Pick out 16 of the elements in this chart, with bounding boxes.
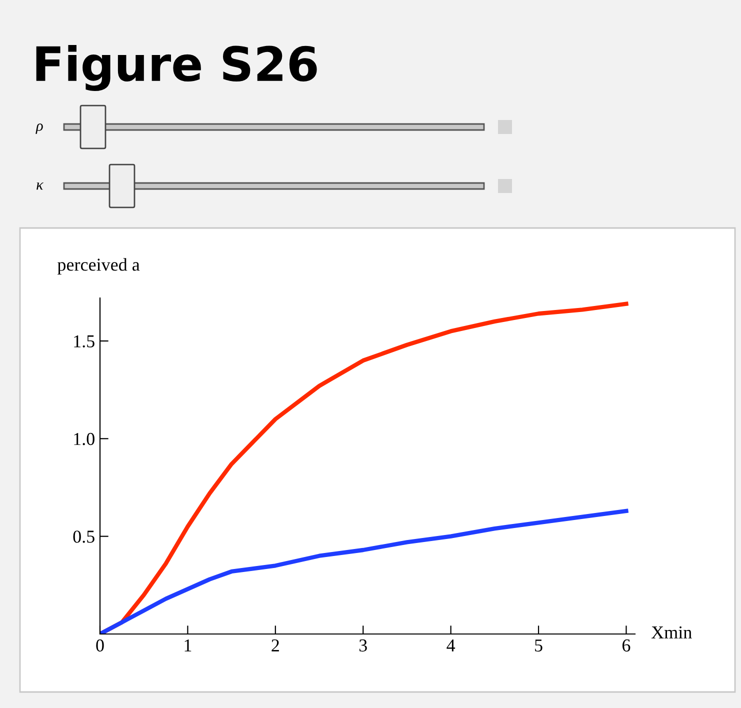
x-axis-title: Xmin bbox=[651, 626, 692, 638]
y-tick-label: 1.0 bbox=[74, 432, 94, 446]
text: ρ bbox=[36, 124, 43, 134]
x-tick-label: 4 bbox=[446, 640, 456, 652]
y-tick-label: 0.5 bbox=[73, 530, 94, 543]
x-tick-label: 2 bbox=[272, 639, 279, 652]
x-tick-label: 0 bbox=[96, 639, 104, 652]
x-tick-label: 6 bbox=[622, 639, 630, 652]
x-tick-label: 1 bbox=[184, 639, 192, 652]
y-axis-title: perceived a bbox=[57, 258, 140, 274]
text: κ bbox=[36, 182, 44, 190]
line-series bbox=[100, 508, 628, 634]
x-tick-label: 5 bbox=[535, 640, 542, 652]
chart-title: Figure S26 bbox=[36, 44, 317, 92]
x-tick-label: 3 bbox=[359, 639, 367, 652]
y-tick-label: 1.5 bbox=[74, 335, 94, 348]
